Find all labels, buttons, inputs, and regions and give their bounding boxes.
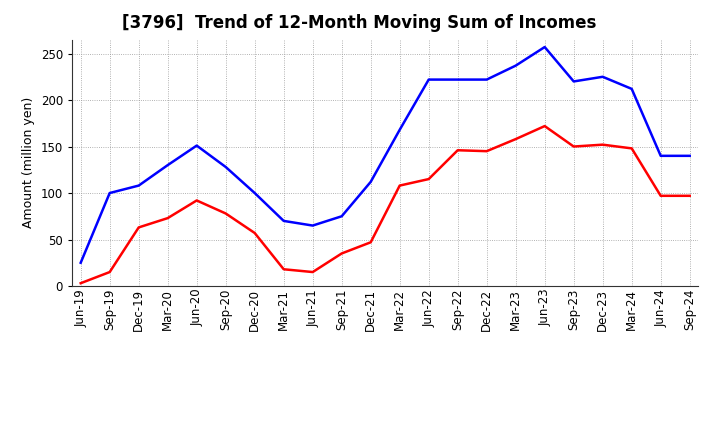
Net Income: [570, 144, 578, 149]
Net Income: [598, 142, 607, 147]
Ordinary Income: [657, 153, 665, 158]
Ordinary Income: [627, 86, 636, 92]
Ordinary Income: [570, 79, 578, 84]
Net Income: [482, 149, 491, 154]
Net Income: [627, 146, 636, 151]
Net Income: [308, 269, 317, 275]
Net Income: [251, 231, 259, 236]
Net Income: [163, 216, 172, 221]
Net Income: [135, 225, 143, 230]
Ordinary Income: [279, 218, 288, 224]
Ordinary Income: [598, 74, 607, 80]
Text: [3796]  Trend of 12-Month Moving Sum of Incomes: [3796] Trend of 12-Month Moving Sum of I…: [122, 15, 596, 33]
Net Income: [395, 183, 404, 188]
Ordinary Income: [424, 77, 433, 82]
Ordinary Income: [685, 153, 694, 158]
Net Income: [366, 240, 375, 245]
Net Income: [685, 193, 694, 198]
Net Income: [657, 193, 665, 198]
Net Income: [279, 267, 288, 272]
Ordinary Income: [541, 44, 549, 50]
Net Income: [192, 198, 201, 203]
Ordinary Income: [511, 63, 520, 68]
Ordinary Income: [308, 223, 317, 228]
Y-axis label: Amount (million yen): Amount (million yen): [22, 97, 35, 228]
Line: Net Income: Net Income: [81, 126, 690, 283]
Net Income: [541, 124, 549, 129]
Ordinary Income: [338, 214, 346, 219]
Net Income: [454, 147, 462, 153]
Net Income: [76, 281, 85, 286]
Net Income: [221, 211, 230, 216]
Net Income: [424, 176, 433, 182]
Ordinary Income: [482, 77, 491, 82]
Ordinary Income: [135, 183, 143, 188]
Ordinary Income: [395, 127, 404, 132]
Net Income: [105, 269, 114, 275]
Line: Ordinary Income: Ordinary Income: [81, 47, 690, 263]
Ordinary Income: [366, 179, 375, 184]
Net Income: [511, 136, 520, 142]
Ordinary Income: [192, 143, 201, 148]
Ordinary Income: [105, 191, 114, 196]
Net Income: [338, 251, 346, 256]
Ordinary Income: [221, 165, 230, 170]
Ordinary Income: [163, 162, 172, 168]
Ordinary Income: [76, 260, 85, 265]
Ordinary Income: [251, 191, 259, 196]
Ordinary Income: [454, 77, 462, 82]
Legend: Ordinary Income, Net Income: Ordinary Income, Net Income: [241, 435, 529, 440]
